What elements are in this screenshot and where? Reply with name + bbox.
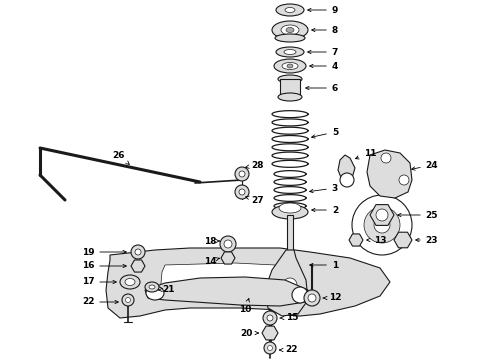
Polygon shape <box>338 155 355 182</box>
Circle shape <box>292 287 308 303</box>
Circle shape <box>125 297 130 302</box>
Ellipse shape <box>275 34 305 42</box>
Text: 5: 5 <box>312 127 338 138</box>
Ellipse shape <box>279 203 301 213</box>
Ellipse shape <box>278 93 302 101</box>
Ellipse shape <box>282 63 298 69</box>
Circle shape <box>263 311 277 325</box>
Circle shape <box>235 167 249 181</box>
Polygon shape <box>264 250 308 316</box>
Text: 24: 24 <box>412 161 439 170</box>
Ellipse shape <box>145 282 159 292</box>
Text: 26: 26 <box>112 150 129 165</box>
Text: 23: 23 <box>416 235 438 244</box>
Polygon shape <box>106 248 390 318</box>
Ellipse shape <box>286 27 294 32</box>
Text: 15: 15 <box>280 314 298 323</box>
Ellipse shape <box>120 275 140 289</box>
Text: 28: 28 <box>245 161 264 170</box>
Circle shape <box>235 185 249 199</box>
Text: 9: 9 <box>308 5 338 14</box>
Ellipse shape <box>283 278 297 292</box>
Text: 14: 14 <box>204 256 220 266</box>
Polygon shape <box>221 252 235 264</box>
Ellipse shape <box>146 286 164 300</box>
Text: 16: 16 <box>82 261 126 270</box>
Circle shape <box>352 195 412 255</box>
Text: 22: 22 <box>82 297 118 306</box>
Ellipse shape <box>284 50 296 54</box>
Polygon shape <box>131 260 145 272</box>
Polygon shape <box>367 150 412 198</box>
Text: 1: 1 <box>310 261 338 270</box>
Circle shape <box>268 346 272 351</box>
Ellipse shape <box>287 64 293 68</box>
Text: 2: 2 <box>312 206 338 215</box>
Circle shape <box>239 171 245 177</box>
Ellipse shape <box>272 21 308 39</box>
Circle shape <box>374 217 390 233</box>
Circle shape <box>131 245 145 259</box>
Text: 8: 8 <box>312 26 338 35</box>
Text: 3: 3 <box>310 184 338 193</box>
Circle shape <box>308 294 316 302</box>
Text: 18: 18 <box>204 237 220 246</box>
Circle shape <box>220 236 236 252</box>
Ellipse shape <box>276 47 304 57</box>
Circle shape <box>364 207 400 243</box>
Circle shape <box>399 175 409 185</box>
Circle shape <box>340 173 354 187</box>
Ellipse shape <box>274 59 306 73</box>
Polygon shape <box>370 204 394 225</box>
Text: 25: 25 <box>398 211 438 220</box>
Ellipse shape <box>276 4 304 16</box>
Ellipse shape <box>125 279 135 285</box>
Circle shape <box>122 294 134 306</box>
Circle shape <box>376 209 388 221</box>
Ellipse shape <box>281 25 299 35</box>
Circle shape <box>264 342 276 354</box>
Circle shape <box>239 189 245 195</box>
Circle shape <box>304 290 320 306</box>
Text: 4: 4 <box>310 62 338 71</box>
Text: 22: 22 <box>280 346 298 355</box>
Text: 27: 27 <box>245 195 264 204</box>
Text: 11: 11 <box>355 149 376 159</box>
Text: 7: 7 <box>308 48 338 57</box>
Circle shape <box>224 240 232 248</box>
Text: 21: 21 <box>159 285 174 294</box>
Polygon shape <box>349 234 363 246</box>
Bar <box>280 79 300 97</box>
Polygon shape <box>394 232 412 248</box>
Ellipse shape <box>285 8 295 13</box>
Polygon shape <box>262 326 278 340</box>
Ellipse shape <box>272 205 308 219</box>
Text: 20: 20 <box>240 328 258 338</box>
Text: 17: 17 <box>82 278 116 287</box>
Text: 19: 19 <box>82 248 126 257</box>
Text: 13: 13 <box>367 235 386 244</box>
Text: 12: 12 <box>323 293 341 302</box>
Circle shape <box>267 315 273 321</box>
Polygon shape <box>160 263 278 298</box>
Ellipse shape <box>149 285 155 289</box>
Circle shape <box>381 153 391 163</box>
Bar <box>287 215 293 250</box>
Text: 6: 6 <box>306 84 338 93</box>
Polygon shape <box>145 277 308 306</box>
Text: 10: 10 <box>239 298 251 315</box>
Ellipse shape <box>278 75 302 83</box>
Circle shape <box>135 249 141 255</box>
